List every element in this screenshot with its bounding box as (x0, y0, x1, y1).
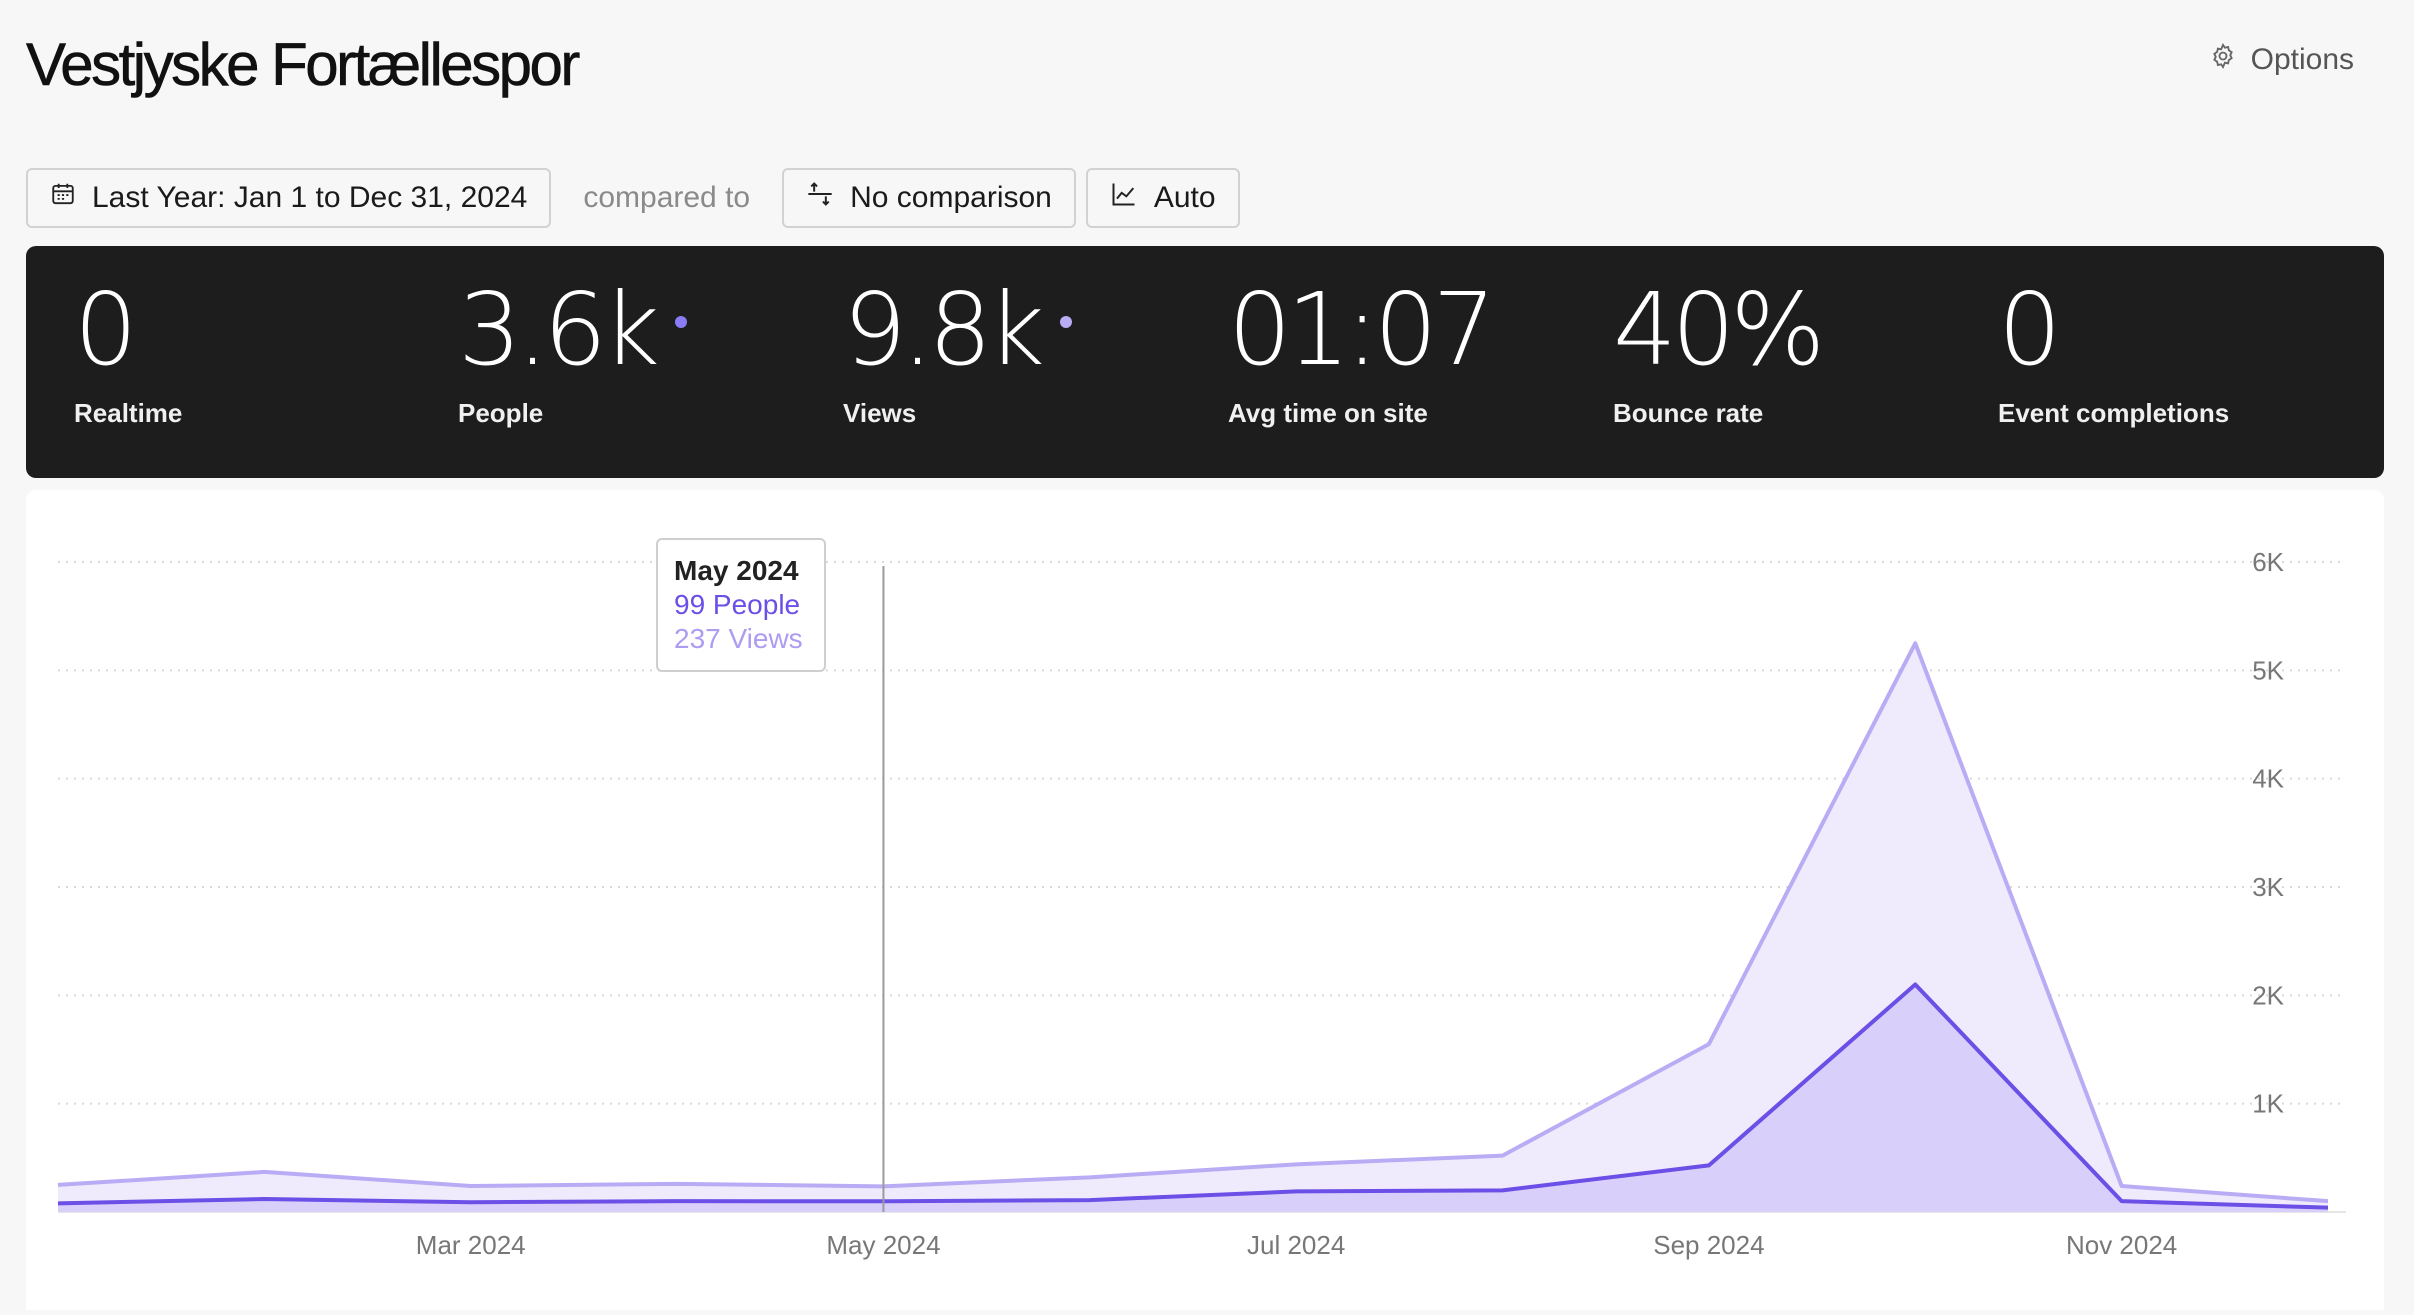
stat-label: Bounce rate (1613, 398, 1764, 428)
stat-label: Avg time on site (1228, 398, 1428, 428)
tooltip-views: 237 Views (674, 623, 803, 654)
x-tick-label: Mar 2024 (416, 1230, 526, 1260)
compare-arrows-icon (806, 180, 834, 216)
y-tick-label: 6K (2252, 547, 2284, 577)
y-tick-label: 2K (2252, 980, 2284, 1010)
chart-card: 1K 2K 3K 4K 5K 6K Mar 2024 May 2024 Jul 2024 Sep … (26, 490, 2384, 1310)
stat-value: 3.6k (458, 271, 660, 388)
x-tick-label: Sep 2024 (1653, 1230, 1764, 1260)
stat-label: People (458, 398, 544, 428)
date-range-label: Last Year: Jan 1 to Dec 31, 2024 (92, 181, 528, 214)
options-label: Options (2250, 43, 2354, 76)
stat-label: Realtime (74, 398, 183, 428)
toolbar: Last Year: Jan 1 to Dec 31, 2024 compare… (26, 166, 1240, 230)
tooltip-title: May 2024 (674, 555, 799, 586)
y-tick-label: 1K (2252, 1089, 2284, 1119)
compared-to-label: compared to (583, 181, 751, 214)
stats-panel: 0 Realtime 3.6k People 9.8k Views 01:07 … (26, 246, 2384, 478)
x-tick-label: May 2024 (826, 1230, 940, 1260)
stat-event-completions[interactable]: 0 Event completions (1998, 280, 2229, 429)
stat-views[interactable]: 9.8k Views (843, 280, 1072, 429)
granularity-label: Auto (1153, 181, 1216, 214)
stat-value: 0 (74, 271, 138, 388)
granularity-button[interactable]: Auto (1085, 168, 1240, 228)
stat-bounce-rate[interactable]: 40% Bounce rate (1613, 271, 1825, 429)
date-range-button[interactable]: Last Year: Jan 1 to Dec 31, 2024 (26, 168, 552, 228)
gear-icon (2209, 42, 2237, 78)
y-tick-label: 4K (2252, 764, 2284, 794)
y-tick-label: 5K (2252, 655, 2284, 685)
stat-realtime[interactable]: 0 Realtime (74, 280, 182, 429)
comparison-button[interactable]: No comparison (782, 168, 1076, 228)
people-area (58, 984, 2328, 1212)
stat-value: 01:07 (1228, 271, 1496, 388)
calendar-icon (50, 181, 76, 215)
options-button[interactable]: Options (2209, 42, 2354, 78)
views-area (58, 643, 2328, 1212)
traffic-chart[interactable]: 1K 2K 3K 4K 5K 6K Mar 2024 May 2024 Jul 2024 Sep … (26, 490, 2384, 1310)
site-title: Vestjyske Fortællespor (26, 31, 581, 99)
stat-label: Views (843, 398, 917, 428)
views-line (57, 641, 2329, 1204)
stat-value: 0 (1998, 271, 2062, 388)
x-tick-label: Jul 2024 (1247, 1230, 1345, 1260)
stat-avg-time[interactable]: 01:07 Avg time on site (1228, 271, 1496, 429)
stat-label: Event completions (1998, 398, 2230, 428)
x-tick-label: Nov 2024 (2066, 1230, 2177, 1260)
stat-value: 9.8k (843, 271, 1045, 388)
comparison-label: No comparison (850, 181, 1052, 214)
line-chart-icon (1110, 180, 1138, 216)
stat-people[interactable]: 3.6k People (458, 280, 687, 429)
people-line (57, 982, 2329, 1210)
people-series-dot (674, 316, 687, 328)
chart-tooltip: May 2024 99 People 237 Views (656, 538, 826, 672)
y-tick-label: 3K (2252, 872, 2284, 902)
tooltip-people: 99 People (674, 589, 801, 620)
views-series-dot (1059, 316, 1072, 328)
stat-value: 40% (1613, 271, 1825, 388)
